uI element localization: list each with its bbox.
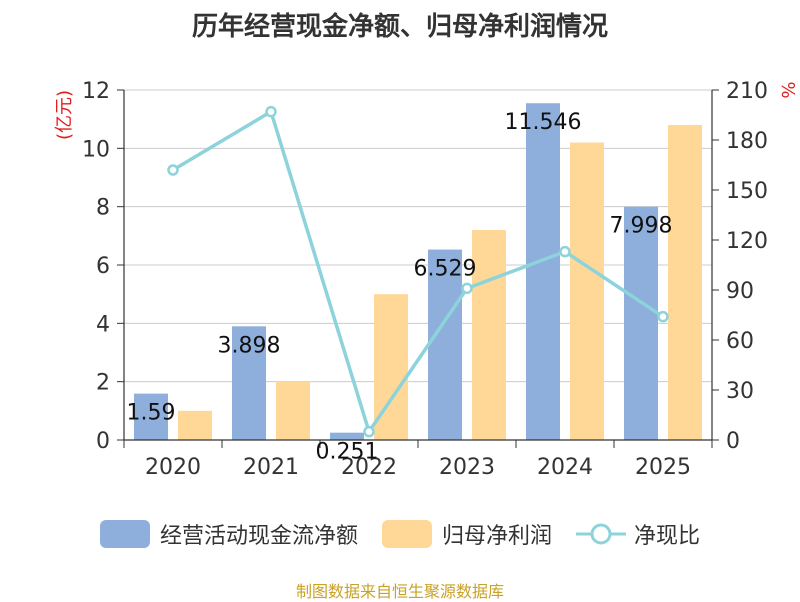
y-right-tick-label: 60: [726, 329, 754, 354]
bar-cashflow: [232, 326, 266, 440]
legend-item-cashflow[interactable]: 经营活动现金流净额: [99, 518, 358, 550]
data-label-cashflow: 0.251: [316, 440, 379, 465]
y-left-tick-label: 12: [82, 79, 110, 104]
ratio-line-path: [172, 109, 664, 436]
ratio-point: [265, 105, 277, 118]
data-label-cashflow: 6.529: [414, 257, 477, 282]
ratio-point: [167, 164, 179, 176]
legend-swatch-net-profit: [381, 520, 432, 548]
y-right-tick-label: 120: [726, 229, 768, 254]
data-label-cashflow: 3.898: [218, 333, 281, 358]
legend-item-net-profit[interactable]: 归母净利润: [381, 518, 552, 550]
bar-cashflow: [428, 249, 462, 440]
y-right-tick-label: 210: [726, 79, 768, 104]
legend-label-ratio: 净现比: [634, 524, 701, 549]
y-left-label: (亿元): [54, 90, 75, 140]
x-tick-label: 2023: [439, 455, 495, 480]
bar-cashflow: [134, 393, 168, 440]
y-left-tick-label: 6: [96, 254, 110, 279]
bar-net-profit: [472, 230, 506, 440]
y-right-tick-label: 180: [726, 129, 768, 154]
legend-item-ratio[interactable]: 净现比: [576, 518, 700, 550]
bar-cashflow: [526, 103, 560, 440]
legend-label-net-profit: 归母净利润: [441, 524, 552, 549]
x-tick-label: 2022: [341, 455, 397, 480]
legend-swatch-cashflow: [99, 520, 150, 548]
ratio-point: [363, 425, 375, 438]
x-tick-label: 2024: [537, 455, 593, 480]
y-left-tick-label: 2: [96, 371, 110, 396]
y-left-tick-label: 4: [96, 312, 110, 337]
ratio-point: [657, 310, 669, 323]
bar-cashflow: [330, 432, 364, 440]
ratio-point: [559, 245, 571, 258]
legend: 经营活动现金流净额 归母净利润 净现比: [0, 518, 800, 550]
ratio-point: [461, 282, 473, 295]
source-note: 制图数据来自恒生聚源数据库: [295, 582, 504, 601]
legend-swatch-ratio: [576, 523, 626, 545]
x-tick-label: 2021: [243, 455, 299, 480]
chart-title: 历年经营现金净额、归母净利润情况: [191, 12, 608, 42]
data-label-cashflow: 11.546: [505, 110, 582, 135]
gridlines: [124, 89, 712, 383]
bar-net-profit: [276, 381, 310, 440]
y-left-tick-label: 8: [96, 196, 110, 221]
x-tick-label: 2020: [145, 455, 201, 480]
bar-net-profit: [570, 142, 604, 440]
x-tick-label: 2025: [635, 455, 691, 480]
y-left-tick-label: 10: [82, 137, 110, 162]
y-right-tick-label: 30: [726, 379, 754, 404]
legend-label-cashflow: 经营活动现金流净额: [159, 524, 358, 549]
y-right-label: %: [777, 81, 798, 98]
bars: [134, 103, 702, 440]
y-right-tick-label: 0: [726, 429, 740, 454]
data-labels: 1.59 3.898 0.251 6.529 11.546 7.998: [127, 110, 673, 464]
bar-cashflow: [624, 206, 658, 440]
ratio-line: [167, 105, 669, 438]
y-right-tick-label: 150: [726, 179, 768, 204]
y-right-tick-label: 90: [726, 279, 754, 304]
y-left-tick-label: 0: [96, 429, 110, 454]
data-label-cashflow: 1.59: [127, 401, 176, 426]
bar-net-profit: [668, 125, 702, 440]
data-label-cashflow: 7.998: [610, 214, 673, 239]
bar-net-profit: [178, 410, 212, 440]
